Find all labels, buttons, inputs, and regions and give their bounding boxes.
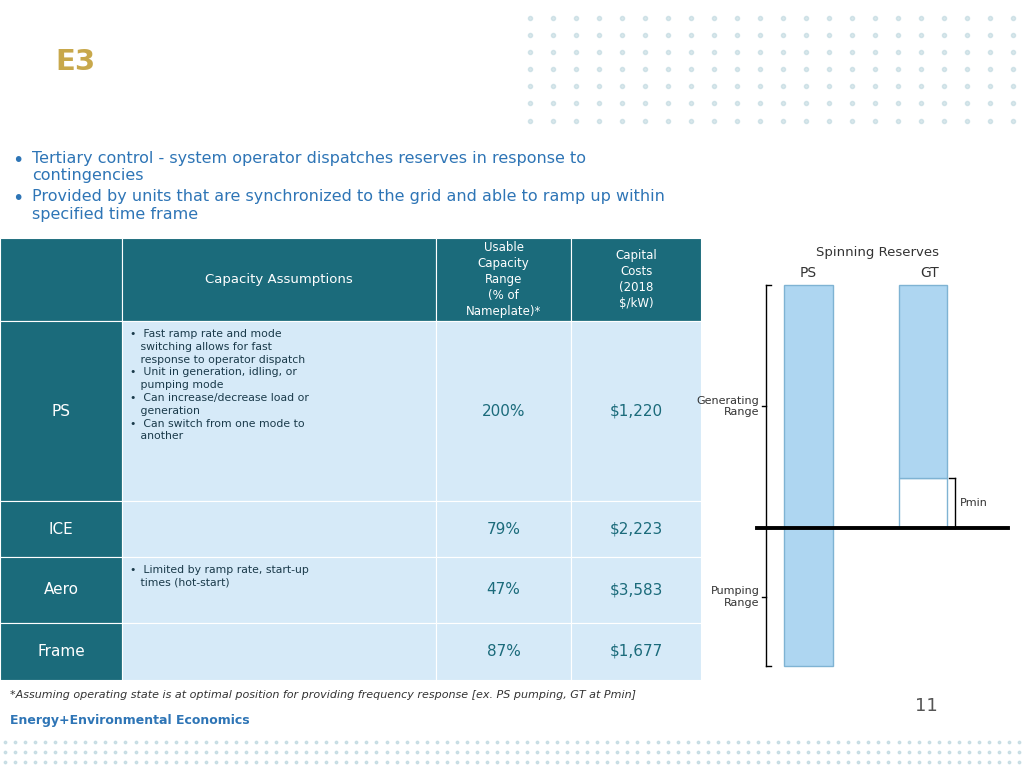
Text: Capacity Assumptions: Capacity Assumptions [205, 273, 353, 286]
Bar [122, 623, 436, 680]
Text: Capital
Costs
(2018
$/kW): Capital Costs (2018 $/kW) [615, 249, 657, 310]
Bar [122, 238, 436, 321]
Text: 200%: 200% [481, 404, 525, 419]
Bar [571, 557, 701, 623]
Text: Pmin: Pmin [959, 498, 987, 508]
Text: Generating
Range: Generating Range [696, 396, 760, 417]
Text: Energy+Environmental Economics: Energy+Environmental Economics [10, 714, 250, 727]
Text: •  Fast ramp rate and mode
   switching allows for fast
   response to operator : • Fast ramp rate and mode switching allo… [130, 329, 309, 442]
Text: Tertiary control - system operator dispatches reserves in response to
contingenc: Tertiary control - system operator dispa… [33, 151, 587, 184]
Text: $1,220: $1,220 [609, 404, 663, 419]
Text: GT: GT [920, 266, 939, 280]
Bar [899, 285, 947, 478]
Text: •  Limited by ramp rate, start-up
   times (hot-start): • Limited by ramp rate, start-up times (… [130, 565, 309, 588]
Bar [0, 557, 122, 623]
Bar [571, 321, 701, 502]
Text: 47%: 47% [486, 582, 520, 598]
Bar [0, 321, 122, 502]
Bar [436, 623, 571, 680]
Text: Aero: Aero [44, 582, 79, 598]
Text: Provided by units that are synchronized to the grid and able to ramp up within
s: Provided by units that are synchronized … [33, 189, 666, 222]
Text: Spinning Reserves: Spinning Reserves [816, 247, 939, 260]
Text: $1,677: $1,677 [609, 644, 663, 659]
Text: •: • [12, 151, 24, 170]
Bar [784, 285, 833, 528]
Text: 79%: 79% [486, 521, 520, 537]
Text: $2,223: $2,223 [609, 521, 663, 537]
Text: $3,583: $3,583 [609, 582, 663, 598]
Text: Pumping
Range: Pumping Range [711, 586, 760, 607]
Bar [571, 238, 701, 321]
Text: ICE: ICE [49, 521, 74, 537]
Text: PS: PS [51, 404, 71, 419]
Bar [122, 502, 436, 557]
Text: E3: E3 [55, 48, 95, 76]
Text: 87%: 87% [486, 644, 520, 659]
Text: Frame: Frame [37, 644, 85, 659]
Bar [122, 557, 436, 623]
Bar [784, 528, 833, 666]
Text: Flexible Capacity:: Flexible Capacity: [148, 25, 511, 59]
Bar [436, 557, 571, 623]
Bar [0, 238, 122, 321]
Bar [571, 623, 701, 680]
Bar [899, 478, 947, 528]
Text: Spinning Reserves: Spinning Reserves [148, 71, 526, 105]
Text: Usable
Capacity
Range
(% of
Nameplate)*: Usable Capacity Range (% of Nameplate)* [466, 241, 542, 318]
Bar [436, 238, 571, 321]
Text: PS: PS [800, 266, 817, 280]
Text: 11: 11 [915, 697, 938, 714]
Text: •: • [12, 189, 24, 208]
Text: *Assuming operating state is at optimal position for providing frequency respons: *Assuming operating state is at optimal … [10, 690, 636, 700]
Bar [436, 502, 571, 557]
Bar [122, 321, 436, 502]
Bar [0, 623, 122, 680]
Bar [571, 502, 701, 557]
Bar [0, 502, 122, 557]
Bar [436, 321, 571, 502]
